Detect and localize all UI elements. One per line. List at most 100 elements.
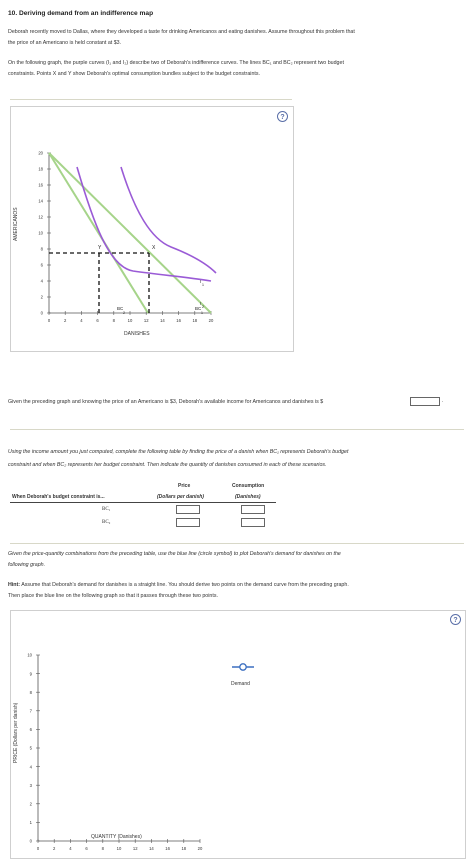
graph1-y-tick-label: 18	[38, 167, 43, 172]
demand-tool-circle-icon[interactable]	[239, 663, 247, 671]
y-axis-label: AMERICANOS	[13, 207, 19, 241]
y-axis-label: PRICE (Dollars per danish)	[13, 702, 19, 763]
table-row-bc2-label: BC₂	[102, 520, 111, 525]
i1-subscript: 1	[202, 283, 204, 287]
intro-line-1: Deborah recently moved to Dallas, where …	[8, 29, 355, 35]
consumption-bc1-input[interactable]	[241, 505, 265, 514]
table-row-bc1-label: BC₁	[102, 507, 111, 512]
bc1-label: BC	[195, 306, 202, 311]
graph1-x-tick-label: 4	[80, 318, 83, 323]
graph2-x-tick-label: 20	[198, 846, 203, 851]
hint-text-1: Assume that Deborah's demand for danishe…	[20, 582, 349, 588]
intro-line-2: the price of an Americano is held consta…	[8, 40, 122, 46]
graph2-y-tick-label: 9	[30, 671, 33, 676]
consumption-bc2-input[interactable]	[241, 518, 265, 527]
graph1-y-tick-label: 6	[41, 263, 44, 268]
graph1-y-tick-label: 8	[41, 247, 44, 252]
graph2-y-tick-label: 4	[30, 764, 33, 769]
graph2-x-tick-label: 2	[53, 846, 56, 851]
x-axis-label: DANISHES	[124, 331, 150, 337]
plot-instructions-1: Given the price-quantity combinations fr…	[8, 551, 341, 557]
graph2-y-tick-label: 2	[30, 802, 33, 807]
graph2-x-tick-label: 6	[85, 846, 88, 851]
graph2-y-tick-label: 0	[30, 839, 33, 844]
bc1-subscript: 1	[201, 311, 203, 315]
graph2-x-tick-label: 16	[165, 846, 170, 851]
budget-constraint-2	[48, 152, 149, 314]
graph1-y-tick-label: 20	[38, 151, 43, 156]
graph2-x-tick-label: 0	[37, 846, 40, 851]
graph2-y-tick-label: 3	[30, 783, 33, 788]
table-header-constraint: When Deborah's budget constraint is...	[12, 494, 105, 500]
indifference-curve-2	[76, 166, 212, 282]
table-instructions-1: Using the income amount you just compute…	[8, 449, 349, 455]
help-icon[interactable]: ?	[277, 111, 288, 122]
graph2-x-tick-label: 8	[102, 846, 105, 851]
graph1-x-tick-label: 12	[144, 318, 149, 323]
bc2-label: BC	[117, 306, 124, 311]
i2-subscript: 2	[202, 305, 204, 309]
graph1-x-tick-label: 2	[64, 318, 67, 323]
graph2-x-tick-label: 10	[117, 846, 122, 851]
graph1-x-tick-label: 20	[209, 318, 214, 323]
intro-line-4: constraints. Points X and Y show Deborah…	[8, 71, 260, 77]
demand-tool[interactable]	[232, 663, 254, 671]
bc2-subscript: 2	[123, 311, 125, 315]
graph2-y-tick-label: 8	[30, 690, 33, 695]
indifference-graph-panel: ? AMERICANOS DANISHES 20 18 16 14 12 10 8 6 4 2 0 0…	[10, 106, 294, 352]
graph2-y-tick-label: 1	[30, 820, 33, 825]
income-input[interactable]	[410, 397, 440, 406]
graph1-y-tick-label: 12	[38, 215, 43, 220]
graph2-x-tick-label: 14	[149, 846, 154, 851]
i2-label: I	[200, 301, 201, 306]
hint-label: Hint:	[8, 582, 21, 588]
point-y-label: Y	[98, 245, 102, 251]
help-icon[interactable]: ?	[450, 614, 461, 625]
hint-line-2: Then place the blue line on the followin…	[8, 593, 218, 599]
table-header-consumption: Consumption	[232, 483, 265, 489]
graph1-y-tick-label: 16	[38, 183, 43, 188]
graph1-y-tick-label: 14	[38, 199, 43, 204]
table-header-price: Price	[178, 483, 191, 489]
budget-constraint-1	[48, 152, 212, 314]
income-currency: $	[320, 399, 324, 405]
divider	[10, 429, 464, 430]
graph1-x-tick-label: 10	[128, 318, 133, 323]
demand-graph-panel: ? PRICE (Dollars per danish) QUANTITY (D…	[10, 610, 466, 859]
plot-instructions-2: following graph.	[8, 562, 46, 568]
hint-line-1: Hint: Assume that Deborah's demand for d…	[8, 580, 466, 591]
graph2-y-tick-label: 5	[30, 746, 33, 751]
price-bc2-input[interactable]	[176, 518, 200, 527]
income-question: Given the preceding graph and knowing th…	[8, 397, 323, 408]
intro-line-3: On the following graph, the purple curve…	[8, 60, 344, 66]
demand-legend-label: Demand	[231, 681, 250, 687]
demand-graph: PRICE (Dollars per danish) QUANTITY (Dan…	[13, 653, 254, 851]
graph1-x-tick-label: 8	[113, 318, 116, 323]
table-instructions-2: constraint and when BC₂ represents her b…	[8, 462, 327, 468]
graph2-x-tick-label: 12	[133, 846, 138, 851]
graph1-x-tick-label: 16	[176, 318, 181, 323]
graph1-y-tick-label: 2	[41, 295, 44, 300]
graph1-x-tick-label: 6	[96, 318, 99, 323]
income-question-text: Given the preceding graph and knowing th…	[8, 399, 319, 405]
income-suffix: .	[442, 398, 444, 404]
indifference-curve-1	[120, 166, 217, 274]
table-header-price-units: (Dollars per danish)	[157, 494, 204, 500]
graph1-x-tick-label: 18	[192, 318, 197, 323]
table-header-consumption-units: (Danishes)	[235, 494, 261, 500]
price-bc1-input[interactable]	[176, 505, 200, 514]
graph2-y-tick-label: 7	[30, 709, 33, 714]
page-title: 10. Deriving demand from an indifference…	[8, 10, 154, 17]
graph1-x-tick-label: 0	[48, 318, 51, 323]
graph2-y-tick-label: 6	[30, 727, 33, 732]
graph2-x-tick-label: 4	[69, 846, 72, 851]
point-x-label: X	[152, 245, 156, 251]
graph1-y-tick-label: 10	[38, 231, 43, 236]
graph2-y-tick-label: 10	[27, 653, 32, 658]
graph1-y-tick-label: 0	[41, 311, 44, 316]
i1-label: I	[200, 279, 201, 284]
divider	[10, 543, 464, 544]
table-header-rule	[10, 502, 276, 503]
divider	[10, 99, 292, 100]
